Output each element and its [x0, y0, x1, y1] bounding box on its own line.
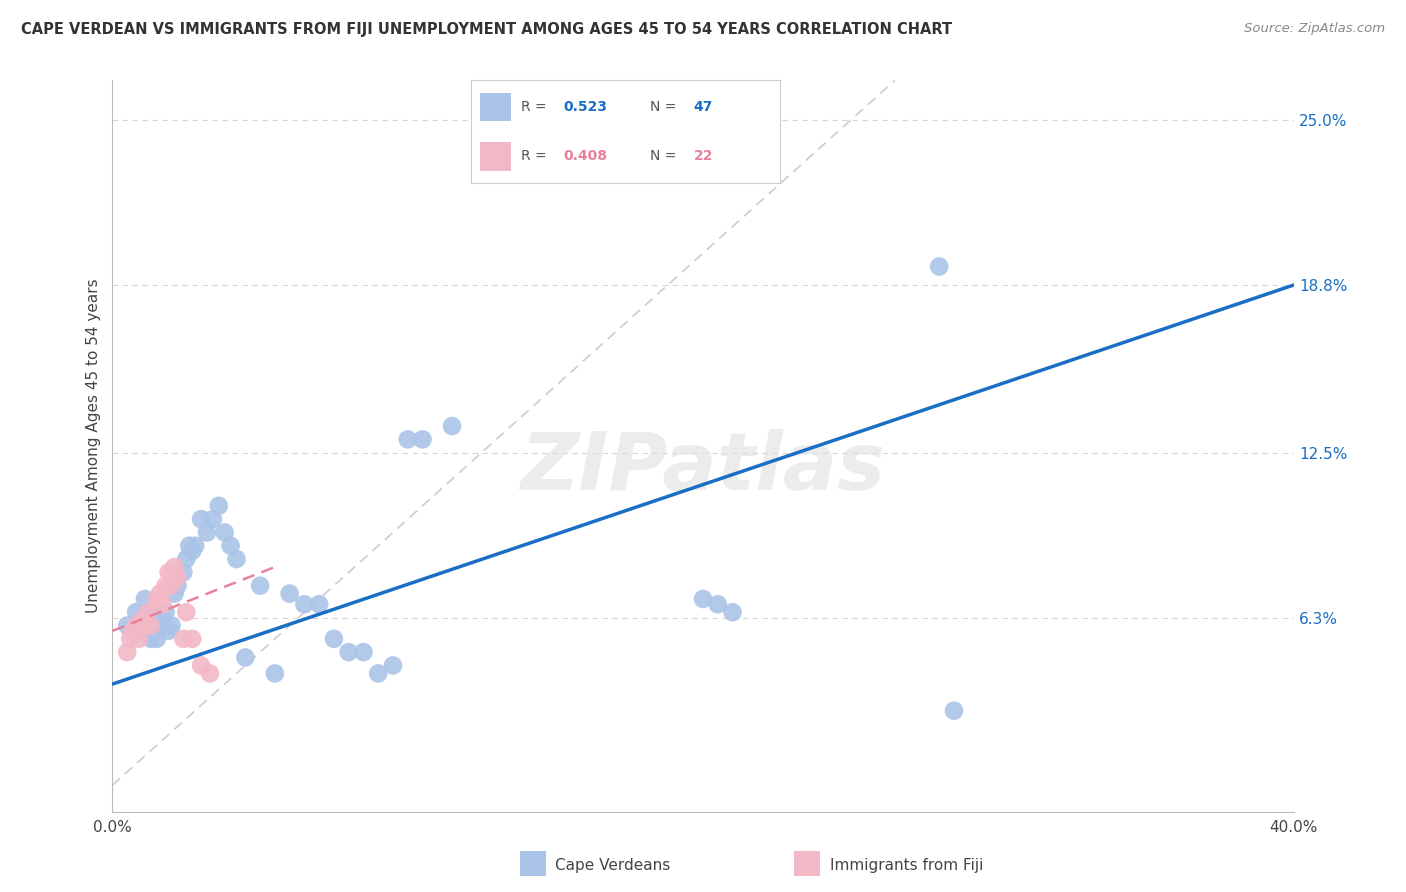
Point [152, 597, 174, 611]
Point [139, 632, 162, 646]
Point [181, 632, 204, 646]
Point [367, 666, 389, 681]
Point [219, 539, 242, 553]
Point [163, 586, 186, 600]
Point [146, 632, 169, 646]
Point [125, 605, 148, 619]
Point [382, 658, 405, 673]
Point [166, 579, 188, 593]
Text: 0.408: 0.408 [564, 149, 607, 163]
Point [721, 605, 744, 619]
Point [134, 618, 156, 632]
Point [157, 566, 180, 580]
Point [396, 433, 419, 447]
Text: R =: R = [520, 100, 551, 114]
Point [190, 658, 212, 673]
Point [149, 586, 172, 600]
Point [155, 579, 177, 593]
Point [160, 579, 183, 593]
Point [160, 618, 183, 632]
Text: 22: 22 [693, 149, 713, 163]
Text: 47: 47 [693, 100, 713, 114]
Point [278, 586, 301, 600]
Point [179, 539, 201, 553]
Point [441, 419, 464, 434]
Point [149, 618, 172, 632]
Text: Immigrants from Fiji: Immigrants from Fiji [830, 858, 983, 872]
Point [134, 591, 156, 606]
Text: CAPE VERDEAN VS IMMIGRANTS FROM FIJI UNEMPLOYMENT AMONG AGES 45 TO 54 YEARS CORR: CAPE VERDEAN VS IMMIGRANTS FROM FIJI UNE… [21, 22, 952, 37]
Point [942, 704, 965, 718]
Point [117, 645, 138, 659]
Point [928, 260, 950, 274]
Point [155, 605, 177, 619]
Point [131, 613, 153, 627]
Point [172, 632, 194, 646]
Text: ZIPatlas: ZIPatlas [520, 429, 886, 507]
Text: Cape Verdeans: Cape Verdeans [555, 858, 671, 872]
Point [172, 566, 194, 580]
Point [225, 552, 247, 566]
Point [201, 512, 224, 526]
Y-axis label: Unemployment Among Ages 45 to 54 years: Unemployment Among Ages 45 to 54 years [86, 278, 101, 614]
Point [125, 618, 148, 632]
Point [198, 666, 221, 681]
Point [131, 624, 153, 638]
Bar [481, 142, 512, 170]
Point [411, 433, 433, 447]
Point [706, 597, 728, 611]
Text: N =: N = [651, 100, 681, 114]
Point [292, 597, 315, 611]
Point [152, 613, 174, 627]
Point [166, 571, 188, 585]
Point [352, 645, 374, 659]
Point [157, 624, 180, 638]
Point [181, 544, 204, 558]
Point [174, 605, 197, 619]
Point [136, 605, 159, 619]
Point [142, 618, 165, 632]
Point [184, 539, 207, 553]
Point [195, 525, 218, 540]
Point [128, 632, 150, 646]
Point [264, 666, 287, 681]
Point [190, 512, 212, 526]
Point [128, 618, 150, 632]
Text: R =: R = [520, 149, 551, 163]
Point [233, 650, 256, 665]
Bar [481, 93, 512, 121]
Point [214, 525, 236, 540]
Point [122, 624, 145, 638]
Point [163, 560, 186, 574]
Point [146, 591, 169, 606]
Point [249, 579, 271, 593]
Text: N =: N = [651, 149, 681, 163]
Point [117, 618, 138, 632]
Point [208, 499, 231, 513]
Point [323, 632, 346, 646]
Text: Source: ZipAtlas.com: Source: ZipAtlas.com [1244, 22, 1385, 36]
Point [120, 632, 142, 646]
Point [337, 645, 360, 659]
Point [174, 552, 197, 566]
Point [308, 597, 330, 611]
Point [136, 605, 159, 619]
Point [692, 591, 714, 606]
Text: 0.523: 0.523 [564, 100, 607, 114]
Point [139, 618, 162, 632]
